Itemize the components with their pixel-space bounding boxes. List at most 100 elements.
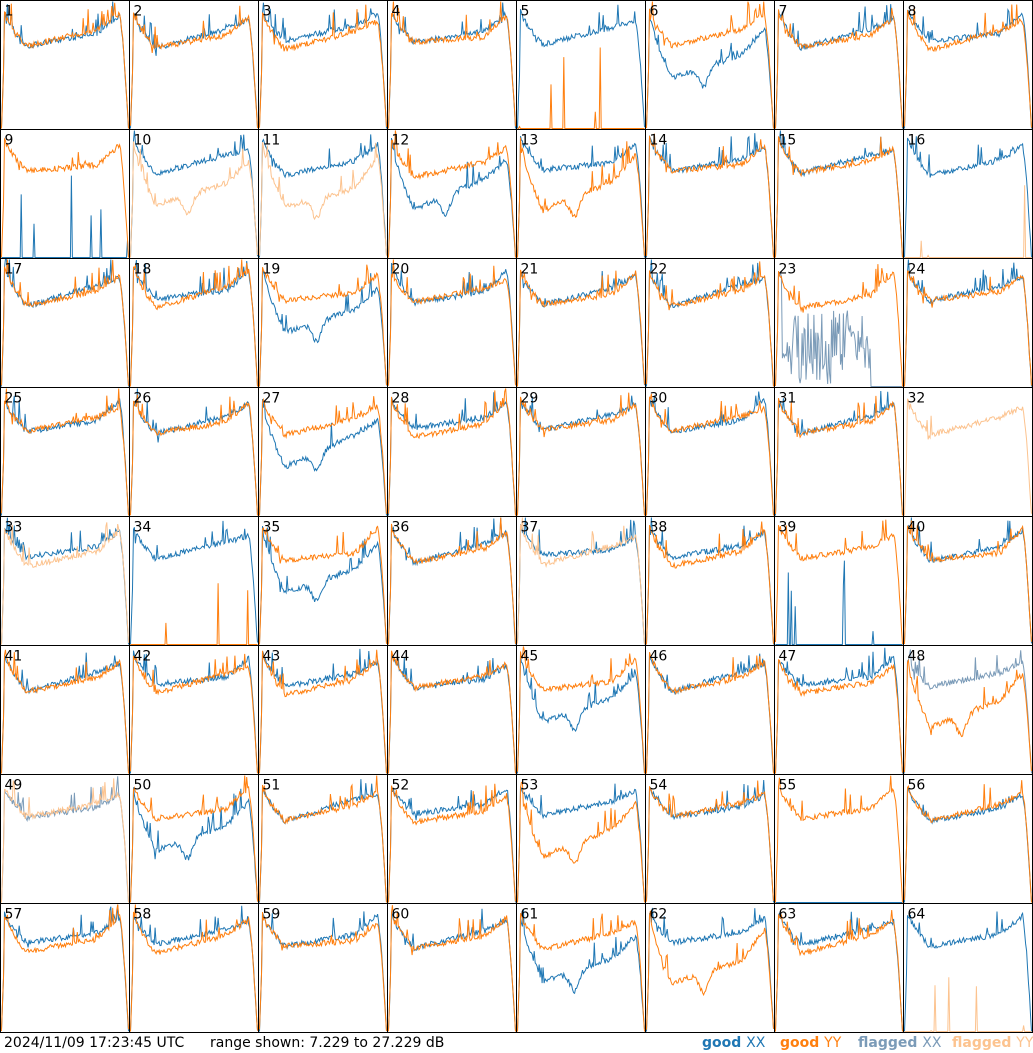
legend-good-xx: good XX (702, 1035, 766, 1051)
spectrum-xx-line (1, 904, 129, 1032)
spectrum-yy-line (1, 904, 129, 1032)
panel-19: 19 (258, 258, 388, 388)
spectrum-yy-line (904, 4, 1032, 128)
panel-frame (258, 903, 388, 1033)
panel-label: 12 (392, 133, 410, 149)
panel-frame (258, 516, 388, 646)
panel-frame (129, 516, 259, 646)
panel-62: 62 (645, 903, 775, 1033)
panel-frame (516, 516, 646, 646)
panel-frame (516, 258, 646, 388)
panel-label: 54 (650, 778, 668, 794)
panel-12: 12 (387, 129, 517, 259)
panel-label: 38 (650, 520, 668, 536)
spectrum-xx-line (646, 133, 774, 258)
panel-frame (0, 0, 130, 130)
panel-frame (0, 129, 130, 259)
spectrum-yy-line (904, 398, 1032, 516)
panel-2: 2 (129, 0, 259, 130)
panel-label: 9 (5, 133, 14, 149)
spectrum-yy-line (388, 650, 516, 774)
panel-frame (516, 129, 646, 259)
panel-label: 18 (134, 262, 152, 278)
panel-label: 2 (134, 4, 143, 20)
panel-64: 64 (903, 903, 1033, 1033)
spectrum-yy-line (775, 910, 903, 1032)
panel-label: 49 (5, 778, 23, 794)
timestamp: 2024/11/09 17:23:45 UTC (4, 1035, 185, 1051)
panel-29: 29 (516, 387, 646, 517)
spectrum-yy-line (388, 783, 516, 903)
panel-55: 55 (774, 774, 904, 904)
panel-28: 28 (387, 387, 517, 517)
panel-57: 57 (0, 903, 130, 1033)
spectrum-xx-line (646, 652, 774, 773)
panel-36: 36 (387, 516, 517, 646)
panel-32: 32 (903, 387, 1033, 517)
spectrum-yy-line (1, 137, 129, 258)
spectrum-yy-line (517, 47, 645, 129)
panel-24: 24 (903, 258, 1033, 388)
panel-37: 37 (516, 516, 646, 646)
panel-frame (903, 129, 1033, 259)
panel-label: 50 (134, 778, 152, 794)
spectrum-yy-line (775, 7, 903, 129)
panel-label: 8 (908, 4, 917, 20)
panel-35: 35 (258, 516, 388, 646)
panel-label: 29 (521, 391, 539, 407)
panel-label: 27 (263, 391, 281, 407)
spectrum-yy-line (904, 977, 1032, 1032)
spectrum-xx-line (775, 4, 903, 129)
panel-frame (774, 645, 904, 775)
spectrum-yy-line (130, 141, 258, 258)
panel-label: 41 (5, 649, 23, 665)
panel-label: 7 (779, 4, 788, 20)
panel-16: 16 (903, 129, 1033, 259)
panel-label: 15 (779, 133, 797, 149)
spectrum-xx-line (259, 269, 387, 387)
spectrum-xx-line (388, 517, 516, 645)
panel-frame (516, 387, 646, 517)
spectrum-xx-line (904, 136, 1032, 258)
panel-label: 42 (134, 649, 152, 665)
panel-frame (645, 516, 775, 646)
spectrum-yy-line (517, 517, 645, 645)
panel-frame (387, 645, 517, 775)
spectrum-yy-line (259, 396, 387, 516)
panel-20: 20 (387, 258, 517, 388)
panel-label: 6 (650, 4, 659, 20)
panel-17: 17 (0, 258, 130, 388)
spectrum-yy-line (904, 520, 1032, 645)
panel-frame (645, 903, 775, 1033)
panel-label: 36 (392, 520, 410, 536)
panel-label: 22 (650, 262, 668, 278)
panel-33: 33 (0, 516, 130, 646)
panel-41: 41 (0, 645, 130, 775)
panel-frame (387, 516, 517, 646)
spectrum-xx-line (259, 526, 387, 644)
spectrum-yy-line (259, 4, 387, 128)
panel-frame (774, 129, 904, 259)
panel-label: 31 (779, 391, 797, 407)
spectrum-yy-line (517, 137, 645, 258)
panel-38: 38 (645, 516, 775, 646)
panel-label: 11 (263, 133, 281, 149)
panel-53: 53 (516, 774, 646, 904)
spectrum-xx-line (130, 13, 258, 129)
panel-label: 33 (5, 520, 23, 536)
panel-label: 55 (779, 778, 797, 794)
spectrum-yy-line (517, 781, 645, 903)
panel-label: 20 (392, 262, 410, 278)
panel-27: 27 (258, 387, 388, 517)
panel-label: 45 (521, 649, 539, 665)
panel-52: 52 (387, 774, 517, 904)
panel-frame (645, 0, 775, 130)
panel-label: 24 (908, 262, 926, 278)
panel-5: 5 (516, 0, 646, 130)
panel-frame (129, 903, 259, 1033)
spectrum-xx-line (1, 776, 129, 903)
panel-frame (903, 387, 1033, 517)
panel-label: 64 (908, 907, 926, 923)
spectrum-yy-line (388, 905, 516, 1032)
panel-label: 44 (392, 649, 410, 665)
